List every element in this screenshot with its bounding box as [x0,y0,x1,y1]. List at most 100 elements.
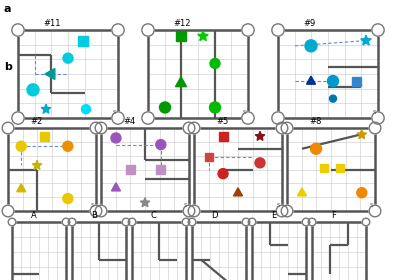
Circle shape [2,122,14,134]
Circle shape [63,193,73,204]
Circle shape [276,205,288,217]
Circle shape [276,122,288,134]
Polygon shape [306,76,316,84]
Text: S: S [242,110,246,115]
Text: S: S [372,110,376,115]
Bar [132,222,186,280]
Circle shape [112,112,124,124]
Circle shape [310,143,322,154]
Text: D: D [211,211,218,220]
Bar [278,30,378,118]
Circle shape [111,133,121,143]
Circle shape [160,102,170,113]
Bar [320,164,328,172]
Bar [312,222,366,280]
Bar [148,30,248,118]
Circle shape [188,122,200,134]
Bar [126,165,134,174]
Circle shape [210,59,220,68]
Circle shape [62,218,70,226]
Circle shape [122,218,130,226]
Text: F: F [331,211,336,220]
Circle shape [2,205,14,217]
Circle shape [255,158,265,168]
Bar [101,128,189,211]
Bar [312,222,366,280]
Circle shape [142,112,154,124]
Text: #2: #2 [30,117,42,126]
Bar [132,222,186,280]
Bar [218,132,228,141]
Text: B: B [91,211,97,220]
Circle shape [27,84,39,96]
Polygon shape [32,160,42,169]
Circle shape [82,105,90,114]
Polygon shape [140,198,150,207]
Circle shape [16,141,26,151]
Text: C: C [151,211,157,220]
Circle shape [372,112,384,124]
Bar [8,128,96,211]
Circle shape [188,218,196,226]
Circle shape [95,122,107,134]
Polygon shape [112,183,120,191]
Bar [18,30,118,118]
Circle shape [183,122,195,134]
Text: E: E [271,211,276,220]
Bar [194,128,282,211]
Circle shape [112,24,124,36]
Circle shape [90,122,102,134]
Circle shape [95,205,107,217]
Text: S: S [276,203,280,208]
Bar [101,128,189,211]
Polygon shape [234,188,242,196]
Bar [176,31,186,41]
Bar [78,36,88,46]
Polygon shape [298,188,306,196]
Polygon shape [17,184,26,192]
Circle shape [272,24,284,36]
Bar [40,132,50,141]
Bar [148,30,248,118]
Polygon shape [176,77,186,87]
Text: #12: #12 [173,19,190,28]
Circle shape [248,218,256,226]
Circle shape [369,122,381,134]
Circle shape [369,205,381,217]
Circle shape [210,102,220,113]
Bar [287,128,375,211]
Bar [18,30,118,118]
Circle shape [63,141,73,151]
Text: #11: #11 [43,19,60,28]
Circle shape [272,112,284,124]
Text: a: a [4,4,12,14]
Text: A: A [31,211,37,220]
Bar [72,222,126,280]
Circle shape [281,205,293,217]
Circle shape [188,205,200,217]
Circle shape [362,218,370,226]
Bar [252,222,306,280]
Circle shape [63,53,73,63]
Text: #5: #5 [216,117,228,126]
Circle shape [308,218,316,226]
Circle shape [12,112,24,124]
Bar [252,222,306,280]
Circle shape [128,218,136,226]
Bar [194,128,282,211]
Circle shape [90,205,102,217]
Bar [12,222,66,280]
Polygon shape [361,35,371,45]
Circle shape [156,140,166,150]
Bar [156,165,165,174]
Circle shape [142,24,154,36]
Polygon shape [255,131,265,140]
Bar [287,128,375,211]
Bar [192,222,246,280]
Circle shape [305,40,317,52]
Bar [205,153,213,161]
Circle shape [242,24,254,36]
Polygon shape [45,69,55,80]
Circle shape [12,24,24,36]
Circle shape [183,205,195,217]
